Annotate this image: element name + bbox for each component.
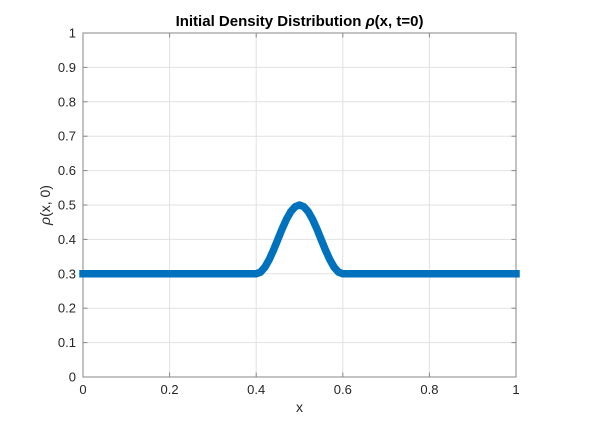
y-tick-label: 0.1 (58, 335, 76, 350)
density-curve-series (79, 201, 520, 278)
x-axis-label: x (296, 399, 303, 415)
y-axis-label-rho: ρ (37, 216, 53, 225)
chart-title-text: Initial Density Distribution (175, 13, 366, 30)
y-tick-label: 0.2 (58, 301, 76, 316)
y-tick-label: 0.3 (58, 266, 76, 281)
x-tick-labels: 0 0.2 0.4 0.6 0.8 1 (79, 382, 519, 397)
y-tick-label: 1 (69, 26, 76, 41)
y-tick-label: 0.9 (58, 60, 76, 75)
chart-title-args: (x, t=0) (374, 13, 424, 30)
y-axis-label: ρ(x, 0) (37, 185, 53, 225)
chart-title: Initial Density Distribution ρ(x, t=0) (83, 13, 516, 30)
x-tick-label: 0 (79, 382, 86, 397)
x-tick-label: 1 (512, 382, 519, 397)
y-tick-label: 0.8 (58, 94, 76, 109)
density-curve (79, 201, 520, 278)
y-tick-label: 0.5 (58, 198, 76, 213)
chart-title-rho: ρ (365, 13, 375, 30)
y-tick-label: 0 (69, 370, 76, 385)
x-tick-label: 0.2 (161, 382, 179, 397)
x-tick-label: 0.6 (334, 382, 352, 397)
y-axis-label-args: (x, 0) (37, 185, 53, 217)
x-tick-label: 0.8 (420, 382, 438, 397)
x-tick-label: 0.4 (247, 382, 265, 397)
y-tick-label: 0.4 (58, 232, 76, 247)
y-tick-label: 0.7 (58, 129, 76, 144)
y-tick-label: 0.6 (58, 163, 76, 178)
y-tick-labels: 0 0.1 0.2 0.3 0.4 0.5 0.6 0.7 0.8 0.9 1 (58, 26, 76, 385)
